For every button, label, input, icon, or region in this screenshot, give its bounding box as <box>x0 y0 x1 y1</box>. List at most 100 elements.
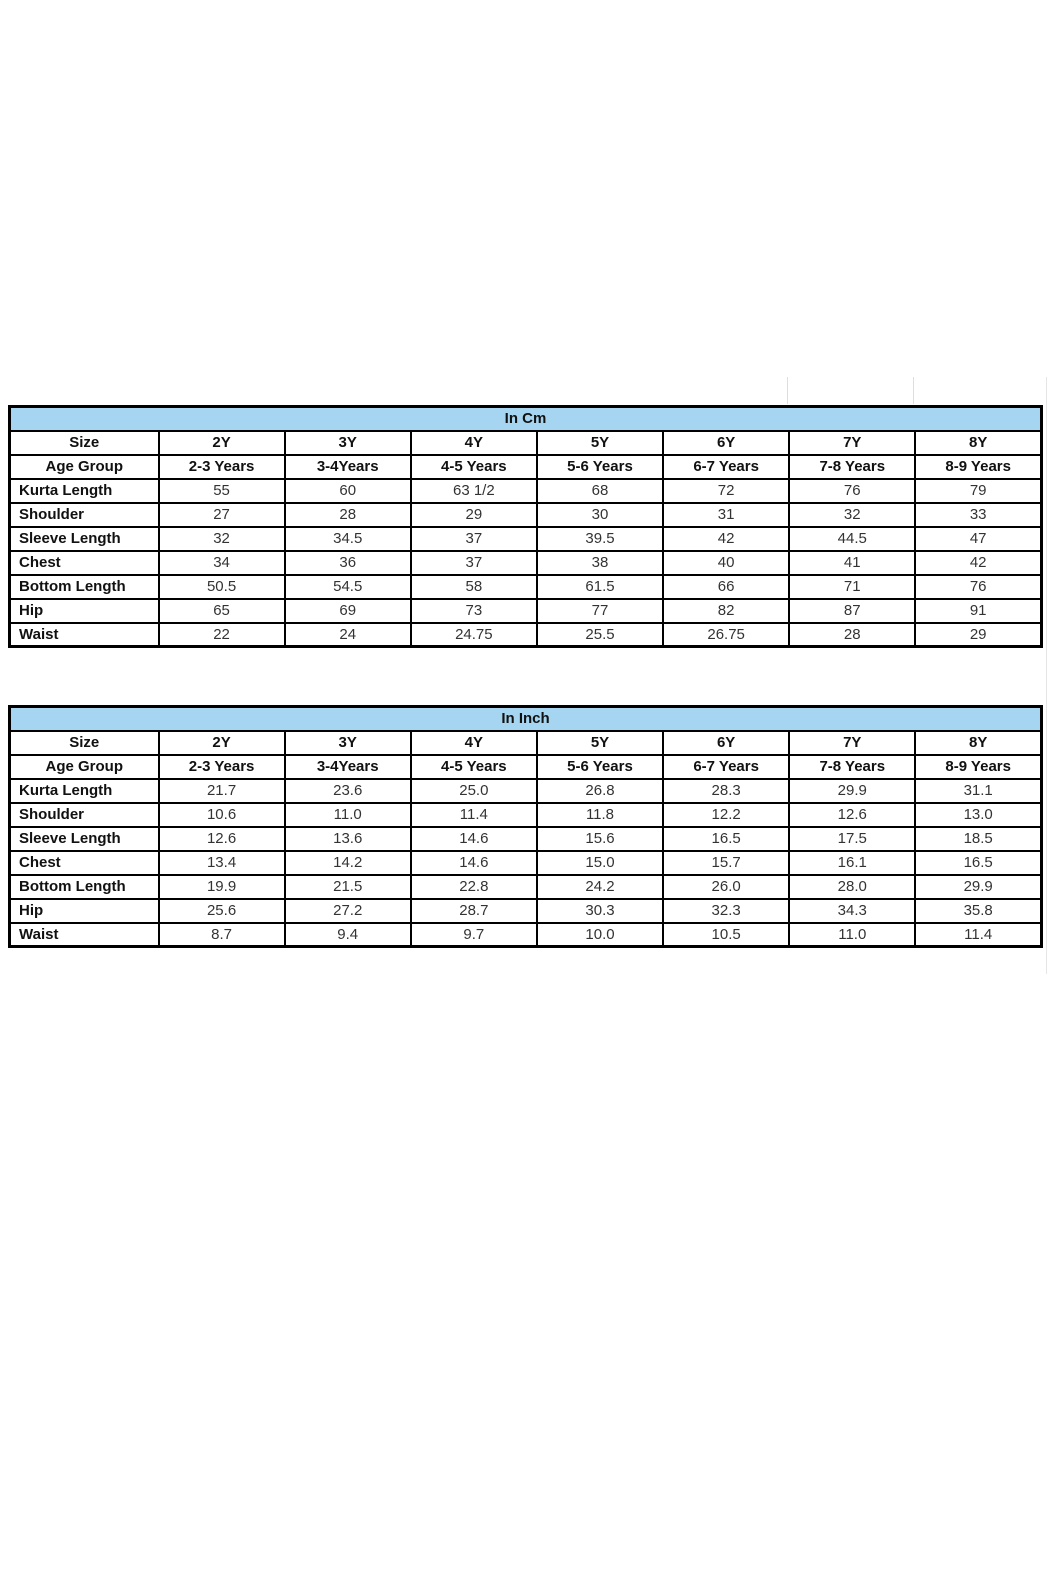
measurement-value: 31.1 <box>914 777 1043 804</box>
size-col-header: 4Y <box>409 729 538 756</box>
measurement-value: 10.0 <box>535 921 665 948</box>
table-title: In Inch <box>8 705 1043 732</box>
measurement-value: 11.4 <box>409 801 538 828</box>
measurement-label: Sleeve Length <box>8 825 160 852</box>
table-row: Kurta Length 55 60 63 1/2 68 72 76 79 <box>8 477 1043 504</box>
measurement-value: 32 <box>157 525 286 552</box>
measurement-value: 37 <box>409 549 538 576</box>
measurement-label: Sleeve Length <box>8 525 160 552</box>
age-col-header: 6-7 Years <box>662 753 791 780</box>
measurement-value: 27 <box>157 501 286 528</box>
measurement-value: 39.5 <box>535 525 665 552</box>
measurement-label: Bottom Length <box>8 873 160 900</box>
measurement-label: Chest <box>8 549 160 576</box>
size-col-header: 2Y <box>157 729 286 756</box>
measurement-value: 25.5 <box>535 621 665 648</box>
measurement-value: 82 <box>662 597 791 624</box>
table-row: In Inch <box>8 705 1043 732</box>
size-col-header: 8Y <box>914 429 1043 456</box>
measurement-value: 32 <box>788 501 917 528</box>
measurement-value: 12.2 <box>662 801 791 828</box>
measurement-value: 26.0 <box>662 873 791 900</box>
measurement-value: 28.0 <box>788 873 917 900</box>
measurement-value: 28.7 <box>409 897 538 924</box>
measurement-value: 36 <box>283 549 412 576</box>
measurement-value: 87 <box>788 597 917 624</box>
age-col-header: 7-8 Years <box>788 753 917 780</box>
size-col-header: 7Y <box>788 429 917 456</box>
measurement-label: Shoulder <box>8 801 160 828</box>
size-row-label: Size <box>8 429 160 456</box>
measurement-value: 40 <box>662 549 791 576</box>
table-row: Size 2Y 3Y 4Y 5Y 6Y 7Y 8Y <box>8 429 1043 456</box>
measurement-value: 23.6 <box>283 777 412 804</box>
measurement-value: 34.5 <box>283 525 412 552</box>
measurement-value: 38 <box>535 549 665 576</box>
measurement-value: 60 <box>283 477 412 504</box>
measurement-value: 9.4 <box>283 921 412 948</box>
measurement-value: 24 <box>283 621 412 648</box>
measurement-value: 44.5 <box>788 525 917 552</box>
table-row: Waist 22 24 24.75 25.5 26.75 28 29 <box>8 621 1043 648</box>
measurement-value: 15.6 <box>535 825 665 852</box>
measurement-value: 29 <box>914 621 1043 648</box>
measurement-value: 14.6 <box>409 849 538 876</box>
size-col-header: 3Y <box>283 729 412 756</box>
measurement-value: 47 <box>914 525 1043 552</box>
age-col-header: 5-6 Years <box>535 753 665 780</box>
table-row: Kurta Length 21.7 23.6 25.0 26.8 28.3 29.9 31.1 <box>8 777 1043 804</box>
measurement-label: Chest <box>8 849 160 876</box>
measurement-value: 41 <box>788 549 917 576</box>
age-row-label: Age Group <box>8 453 160 480</box>
measurement-value: 14.2 <box>283 849 412 876</box>
measurement-value: 22 <box>157 621 286 648</box>
table-row: In Cm <box>8 405 1043 432</box>
measurement-value: 33 <box>914 501 1043 528</box>
measurement-value: 16.5 <box>662 825 791 852</box>
size-col-header: 6Y <box>662 429 791 456</box>
measurement-value: 55 <box>157 477 286 504</box>
measurement-value: 25.0 <box>409 777 538 804</box>
measurement-value: 12.6 <box>157 825 286 852</box>
measurement-value: 29.9 <box>914 873 1043 900</box>
measurement-value: 28.3 <box>662 777 791 804</box>
measurement-value: 13.4 <box>157 849 286 876</box>
measurement-value: 11.8 <box>535 801 665 828</box>
age-col-header: 4-5 Years <box>409 753 538 780</box>
measurement-value: 66 <box>662 573 791 600</box>
measurement-value: 28 <box>283 501 412 528</box>
table-row: Age Group 2-3 Years 3-4Years 4-5 Years 5-6 Y… <box>8 453 1043 480</box>
table-row: Sleeve Length 12.6 13.6 14.6 15.6 16.5 17.5 18.… <box>8 825 1043 852</box>
measurement-value: 76 <box>914 573 1043 600</box>
age-col-header: 3-4Years <box>283 753 412 780</box>
measurement-value: 19.9 <box>157 873 286 900</box>
measurement-value: 35.8 <box>914 897 1043 924</box>
measurement-value: 79 <box>914 477 1043 504</box>
size-col-header: 5Y <box>535 729 665 756</box>
measurement-value: 22.8 <box>409 873 538 900</box>
measurement-value: 29.9 <box>788 777 917 804</box>
measurement-value: 28 <box>788 621 917 648</box>
measurement-value: 31 <box>662 501 791 528</box>
measurement-value: 10.5 <box>662 921 791 948</box>
measurement-value: 11.0 <box>788 921 917 948</box>
table-row: Shoulder 10.6 11.0 11.4 11.8 12.2 12.6 13.0 <box>8 801 1043 828</box>
measurement-value: 71 <box>788 573 917 600</box>
table-title: In Cm <box>8 405 1043 432</box>
table-row: Hip 25.6 27.2 28.7 30.3 32.3 34.3 35.8 <box>8 897 1043 924</box>
cm-table-container: In Cm Size 2Y 3Y 4Y 5Y 6Y 7Y 8Y Age Group 2-3 Year… <box>8 405 1043 648</box>
measurement-value: 50.5 <box>157 573 286 600</box>
measurement-value: 27.2 <box>283 897 412 924</box>
measurement-value: 17.5 <box>788 825 917 852</box>
measurement-value: 42 <box>914 549 1043 576</box>
measurement-value: 54.5 <box>283 573 412 600</box>
measurement-label: Kurta Length <box>8 477 160 504</box>
table-row: Bottom Length 19.9 21.5 22.8 24.2 26.0 28.0 29.… <box>8 873 1043 900</box>
sheet-gridline <box>913 377 914 404</box>
age-col-header: 6-7 Years <box>662 453 791 480</box>
measurement-value: 9.7 <box>409 921 538 948</box>
table-row: Chest 34 36 37 38 40 41 42 <box>8 549 1043 576</box>
measurement-value: 37 <box>409 525 538 552</box>
measurement-label: Hip <box>8 597 160 624</box>
measurement-value: 34 <box>157 549 286 576</box>
